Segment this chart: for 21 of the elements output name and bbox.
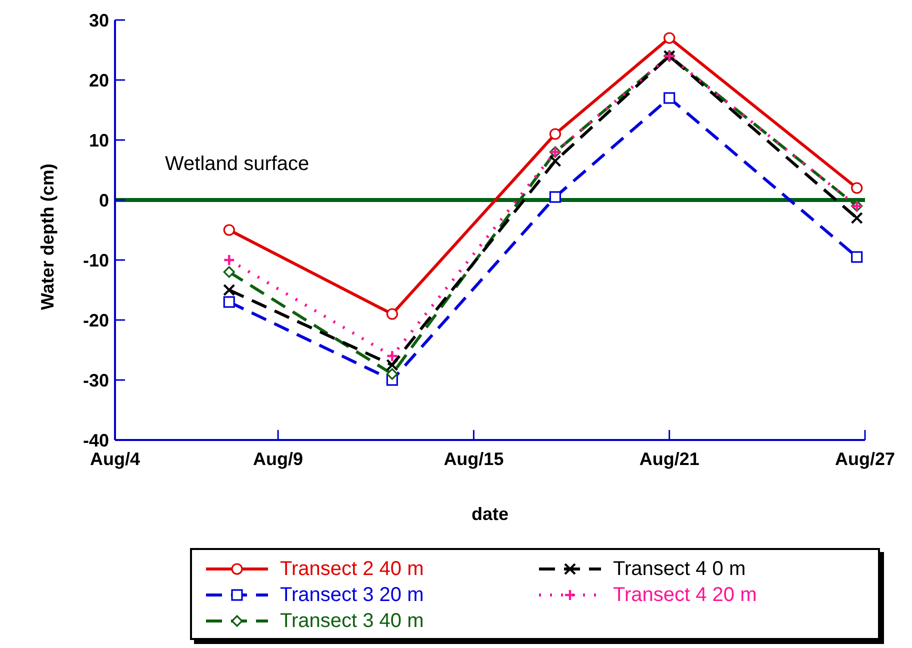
x-tick-label: Aug/21 xyxy=(639,448,700,469)
ref-line-label: Wetland surface xyxy=(165,153,310,175)
x-tick-label: Aug/9 xyxy=(253,448,304,469)
legend-label: Transect 4 0 m xyxy=(613,558,746,580)
y-tick-label: -10 xyxy=(82,250,109,270)
y-tick-label: -40 xyxy=(82,430,109,450)
legend-label: Transect 3 20 m xyxy=(280,584,424,606)
y-tick-label: 20 xyxy=(88,70,109,90)
legend-label: Transect 3 40 m xyxy=(280,610,424,632)
x-tick-label: Aug/4 xyxy=(90,448,140,469)
y-tick-label: 0 xyxy=(98,190,109,210)
y-tick-label: 10 xyxy=(88,130,109,150)
x-tick-label: Aug/27 xyxy=(834,448,896,469)
y-axis-title: Water depth (cm) xyxy=(37,164,58,310)
legend-label: Transect 4 20 m xyxy=(613,584,757,606)
y-tick-label: -20 xyxy=(82,310,109,330)
legend-label: Transect 2 40 m xyxy=(280,558,424,580)
y-tick-label: 30 xyxy=(88,10,109,30)
x-tick-label: Aug/15 xyxy=(444,448,504,469)
y-tick-label: -30 xyxy=(82,370,109,390)
x-axis-title: date xyxy=(471,504,509,524)
